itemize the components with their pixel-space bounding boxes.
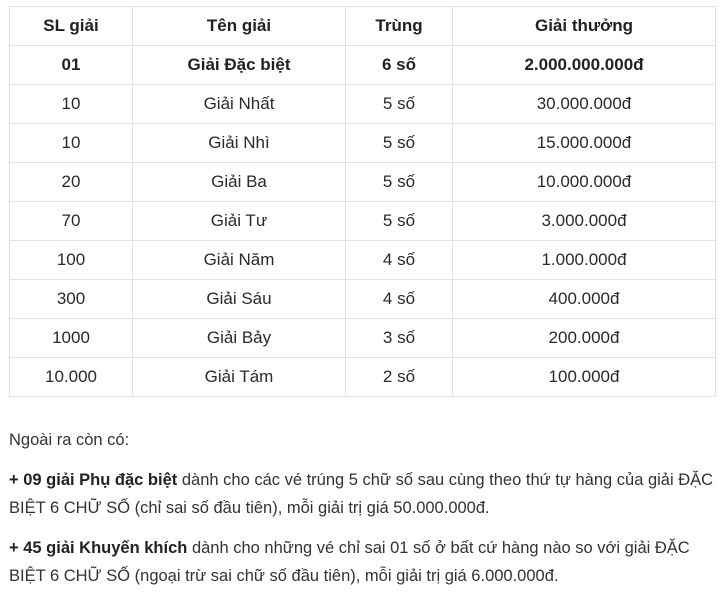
note-item: + 09 giải Phụ đặc biệt dành cho các vé t… [9,466,714,522]
cell-prize-value: 1.000.000đ [452,240,716,280]
cell-prize-value: 200.000đ [452,318,716,358]
cell-prize-name: Giải Nhất [132,84,346,124]
table-row: 100 Giải Năm 4 số 1.000.000đ [9,240,716,280]
notes-intro: Ngoài ra còn có: [9,431,130,449]
cell-prize-name: Giải Bảy [132,318,346,358]
table-header-row: SL giải Tên giải Trùng Giải thưởng [9,6,716,46]
notes-section: Ngoài ra còn có: + 09 giải Phụ đặc biệt … [9,426,714,602]
cell-quantity: 300 [9,279,133,319]
prize-table: SL giải Tên giải Trùng Giải thưởng 01 Giả… [9,6,716,397]
cell-quantity: 10 [9,84,133,124]
cell-quantity: 10.000 [9,357,133,397]
note-item-bold: + 09 giải Phụ đặc biệt [9,471,178,489]
table-row: 300 Giải Sáu 4 số 400.000đ [9,279,716,319]
cell-match: 4 số [345,279,453,319]
cell-quantity: 100 [9,240,133,280]
header-match: Trùng [345,6,453,46]
cell-prize-name: Giải Tám [132,357,346,397]
cell-prize-name: Giải Ba [132,162,346,202]
note-item-bold: + 45 giải Khuyến khích [9,539,188,557]
table-row: 70 Giải Tư 5 số 3.000.000đ [9,201,716,241]
cell-match: 5 số [345,162,453,202]
cell-quantity: 01 [9,45,133,85]
cell-match: 5 số [345,84,453,124]
cell-prize-value: 15.000.000đ [452,123,716,163]
table-row: 1000 Giải Bảy 3 số 200.000đ [9,318,716,358]
cell-quantity: 10 [9,123,133,163]
cell-match: 6 số [345,45,453,85]
cell-match: 4 số [345,240,453,280]
cell-prize-value: 30.000.000đ [452,84,716,124]
cell-prize-value: 400.000đ [452,279,716,319]
cell-match: 5 số [345,201,453,241]
cell-prize-name: Giải Năm [132,240,346,280]
cell-quantity: 1000 [9,318,133,358]
table-row: 10.000 Giải Tám 2 số 100.000đ [9,357,716,397]
header-prize-value: Giải thưởng [452,6,716,46]
header-prize-name: Tên giải [132,6,346,46]
note-item-text: dành cho các vé trúng 5 chữ số sau cùng … [9,471,714,517]
cell-quantity: 20 [9,162,133,202]
table-row: 10 Giải Nhất 5 số 30.000.000đ [9,84,716,124]
cell-prize-name: Giải Tư [132,201,346,241]
cell-prize-value: 3.000.000đ [452,201,716,241]
cell-prize-name: Giải Nhì [132,123,346,163]
table-row: 10 Giải Nhì 5 số 15.000.000đ [9,123,716,163]
cell-quantity: 70 [9,201,133,241]
cell-prize-value: 10.000.000đ [452,162,716,202]
note-item: + 45 giải Khuyến khích dành cho những vé… [9,534,714,590]
cell-prize-value: 2.000.000.000đ [452,45,716,85]
cell-prize-name: Giải Sáu [132,279,346,319]
table-row: 01 Giải Đặc biệt 6 số 2.000.000.000đ [9,45,716,85]
cell-match: 3 số [345,318,453,358]
note-item-text: dành cho những vé chỉ sai 01 số ở bất cứ… [9,539,690,585]
cell-prize-name: Giải Đặc biệt [132,45,346,85]
cell-match: 2 số [345,357,453,397]
cell-match: 5 số [345,123,453,163]
table-row: 20 Giải Ba 5 số 10.000.000đ [9,162,716,202]
header-quantity: SL giải [9,6,133,46]
cell-prize-value: 100.000đ [452,357,716,397]
